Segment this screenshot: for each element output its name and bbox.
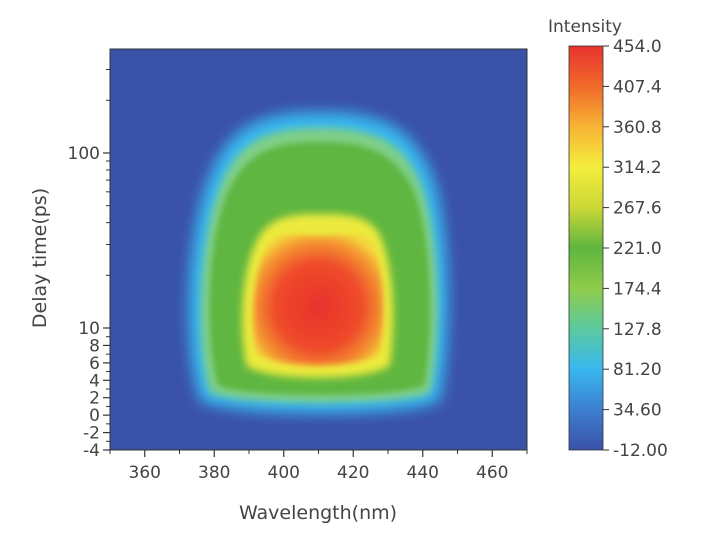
colorbar-tick-label: 360.8 [613,118,662,138]
x-tick-label: 460 [476,463,508,483]
colorbar-tick-label: 81.20 [613,360,662,380]
colorbar: Intensity 454.0 407.4 360.8 314.2 267.6 221.0… [548,17,668,461]
colorbar-tick-label: 174.4 [613,279,662,299]
y-tick-label: 2 [89,389,100,409]
x-tick-label: 360 [129,463,161,483]
x-axis-title: Wavelength(nm) [239,502,397,524]
colorbar-tick-label: 221.0 [613,239,662,259]
colorbar-tick-label: 127.8 [613,320,662,340]
colorbar-tick-label: 267.6 [613,199,662,219]
x-tick-label: 440 [407,463,439,483]
x-tick-label: 380 [198,463,230,483]
colorbar-tick-label: 34.60 [613,401,662,421]
y-tick-label: 4 [89,371,100,391]
colorbar-gradient [568,45,604,451]
y-tick-label: 0 [89,406,100,426]
colorbar-tick-label: 454.0 [613,37,662,57]
colorbar-tick-label: -12.00 [613,441,668,461]
x-tick-label: 420 [337,463,369,483]
heatmap-region-peak [253,234,384,366]
y-tick-label: 6 [89,354,100,374]
colorbar-tick-label: 407.4 [613,77,662,97]
plot-area [110,49,527,450]
y-tick-label: 10 [78,319,100,339]
colorbar-ticks: 454.0 407.4 360.8 314.2 267.6 221.0 174.4 127.8… [603,37,668,461]
x-tick-label: 400 [268,463,300,483]
y-tick-label: 8 [89,336,100,356]
y-tick-label: -2 [83,424,100,444]
y-tick-label: 100 [68,144,100,164]
colorbar-title: Intensity [548,17,622,37]
colorbar-tick-label: 314.2 [613,158,662,178]
y-tick-label: -4 [83,441,100,461]
y-axis-title: Delay time(ps) [29,188,51,328]
x-axis: 360 380 400 420 440 460 [109,450,528,483]
